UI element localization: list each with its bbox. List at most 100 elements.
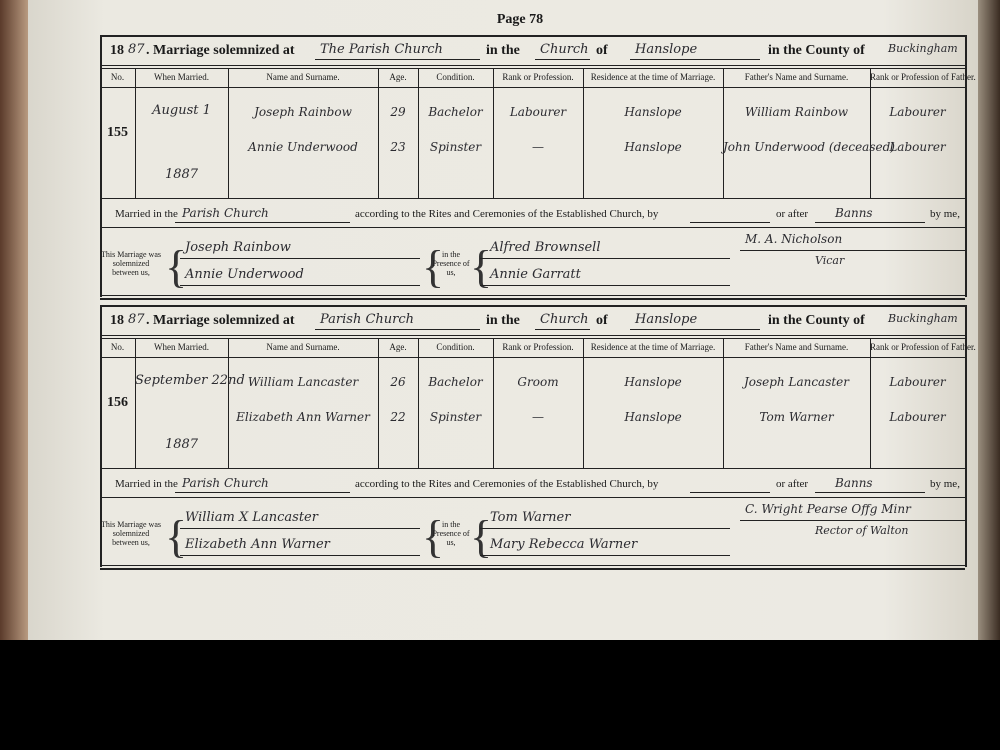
book-spine — [0, 0, 28, 640]
column-header: Name and Surname. — [266, 342, 340, 352]
rule — [135, 68, 136, 198]
column-header: Father's Name and Surname. — [744, 72, 849, 82]
rule — [100, 35, 102, 297]
church: Parish Church — [182, 476, 269, 490]
column-header: When Married. — [154, 342, 209, 352]
county: Buckingham — [888, 42, 958, 55]
witness-signature: Alfred Brownsell — [490, 240, 601, 255]
rule — [480, 258, 730, 259]
rule — [723, 338, 724, 468]
date-year: 1887 — [164, 167, 199, 182]
label: according to the Rites and Ceremonies of… — [355, 208, 659, 220]
rule — [740, 520, 965, 521]
cell: John Underwood (deceased) — [723, 140, 895, 154]
label: This Marriage was solemnized between us, — [101, 250, 161, 277]
rule — [180, 528, 420, 529]
date: August 1 — [152, 103, 211, 118]
rule — [630, 59, 760, 60]
cell: Labourer — [889, 410, 946, 424]
rule — [175, 492, 350, 493]
page-title: Page 78 — [496, 12, 544, 27]
label: This Marriage was solemnized between us, — [101, 520, 161, 547]
county: Buckingham — [888, 312, 958, 325]
rule — [100, 87, 965, 88]
label: of — [596, 313, 608, 328]
rule — [100, 305, 965, 307]
rule — [100, 198, 965, 199]
rule — [535, 59, 590, 60]
witness-signature: Tom Warner — [490, 510, 571, 525]
rule — [630, 329, 760, 330]
column-header: Condition. — [436, 72, 475, 82]
rule — [418, 338, 419, 468]
label: of — [596, 43, 608, 58]
cell: William Rainbow — [744, 105, 849, 119]
rule — [180, 258, 420, 259]
cell: Hanslope — [624, 410, 682, 424]
rule — [100, 305, 102, 567]
cell: Spinster — [429, 410, 482, 424]
cell: Bachelor — [428, 105, 483, 119]
brace: { — [470, 511, 493, 562]
column-header: When Married. — [154, 72, 209, 82]
rule — [378, 338, 379, 468]
brace: { — [165, 241, 188, 292]
column-header: No. — [110, 342, 125, 352]
column-header: Residence at the time of Marriage. — [590, 72, 716, 82]
label: Married in the — [115, 478, 178, 490]
brace: { — [470, 241, 493, 292]
rule — [740, 250, 965, 251]
rule — [493, 68, 494, 198]
officiant-title: Rector of Walton — [815, 524, 909, 537]
witness-signature: Annie Garratt — [490, 267, 581, 282]
rule — [100, 295, 965, 296]
rule — [100, 568, 965, 570]
rule — [965, 305, 967, 567]
year-printed: 18 — [110, 313, 124, 328]
column-header: Condition. — [436, 342, 475, 352]
cell: — — [532, 140, 544, 154]
rule — [418, 68, 419, 198]
column-header: Rank or Profession of Father. — [870, 72, 976, 82]
cell: Labourer — [889, 140, 946, 154]
label: in the — [486, 313, 520, 328]
label: by me, — [930, 208, 960, 220]
label: according to the Rites and Ceremonies of… — [355, 478, 659, 490]
after: Banns — [835, 206, 873, 220]
place: The Parish Church — [320, 42, 443, 57]
cell: 22 — [390, 410, 406, 424]
label: or after — [776, 478, 809, 490]
label: in the County of — [768, 43, 865, 58]
church: Parish Church — [182, 206, 269, 220]
officiant: C. Wright Pearse Offg Minr — [745, 502, 911, 516]
spouse-signature: Annie Underwood — [185, 267, 304, 282]
brace: { — [422, 511, 445, 562]
officiant-title: Vicar — [815, 254, 845, 267]
cell: Labourer — [889, 375, 946, 389]
cell: Hanslope — [624, 105, 682, 119]
district: Church — [540, 312, 589, 327]
date-year: 1887 — [164, 437, 199, 452]
column-header: Residence at the time of Marriage. — [590, 342, 716, 352]
rule — [228, 338, 229, 468]
rule — [378, 68, 379, 198]
year-written: 87 — [128, 312, 145, 327]
paper — [28, 0, 978, 640]
rule — [180, 285, 420, 286]
rule — [583, 338, 584, 468]
label: in the — [486, 43, 520, 58]
spouse-signature: William X Lancaster — [185, 510, 318, 525]
rule — [175, 222, 350, 223]
rule — [690, 492, 770, 493]
cell: Hanslope — [624, 140, 682, 154]
column-header: Age. — [389, 342, 407, 352]
brace: { — [165, 511, 188, 562]
rule — [100, 565, 965, 566]
rule — [480, 285, 730, 286]
label: in the County of — [768, 313, 865, 328]
label: or after — [776, 208, 809, 220]
place: Parish Church — [320, 312, 415, 327]
column-header: Rank or Profession. — [502, 342, 574, 352]
rule — [723, 68, 724, 198]
